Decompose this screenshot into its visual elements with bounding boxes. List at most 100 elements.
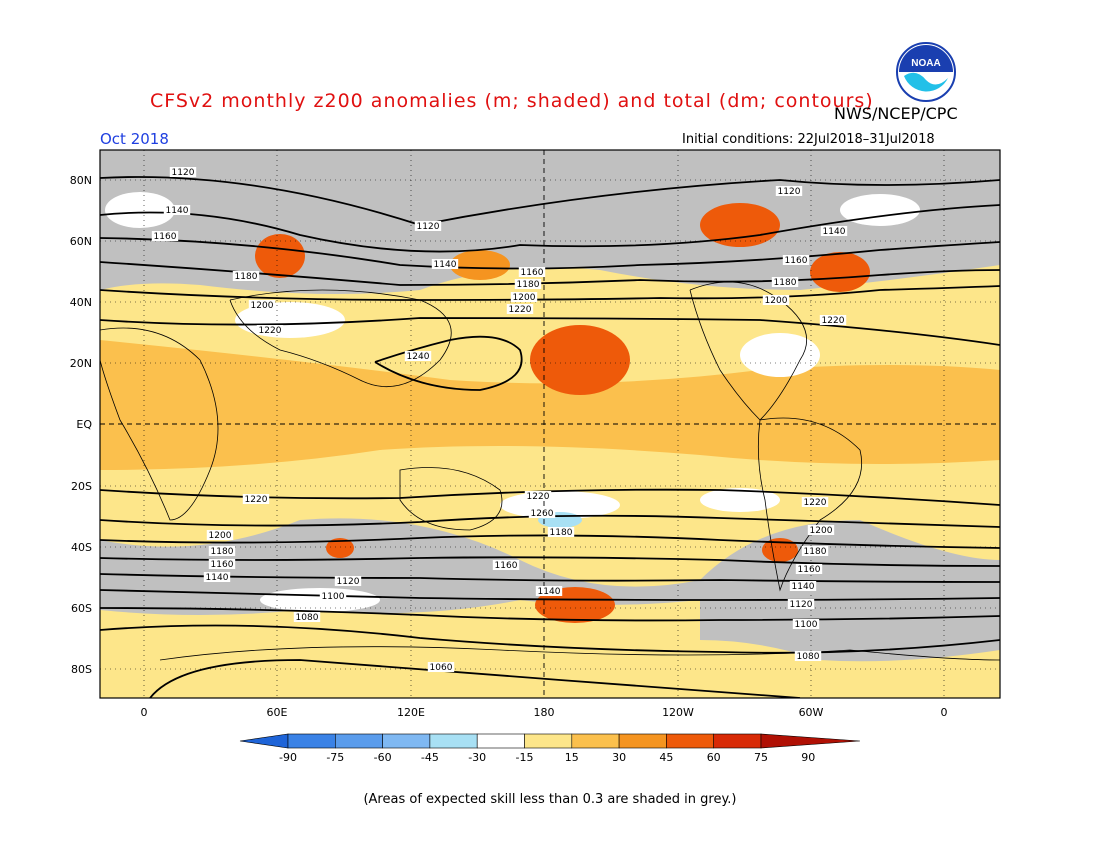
colorbar-swatch — [334, 733, 383, 749]
contour-label-bg — [518, 267, 546, 277]
contour-label: 1180 — [804, 547, 827, 557]
contour-label: 1200 — [765, 296, 788, 306]
contour-label-bg — [789, 581, 817, 591]
colorbar-arrow-left — [239, 733, 289, 749]
contour-label-bg — [151, 231, 179, 241]
lon-label: 120W — [662, 706, 694, 719]
contour-label-bg — [242, 494, 270, 504]
contour-label-bg — [203, 572, 231, 582]
contour-label: 1180 — [517, 280, 540, 290]
contour-label-bg — [404, 351, 432, 361]
lat-label: 80N — [70, 174, 92, 187]
contour-label: 1200 — [513, 293, 536, 303]
colorbar-tick: -30 — [468, 751, 486, 764]
agency-label: NWS/NCEP/CPC — [834, 104, 958, 123]
contour-label-bg — [524, 491, 552, 501]
contour-1120-nh — [100, 176, 1000, 226]
contour-label-bg — [528, 508, 556, 518]
contour-label-bg — [319, 591, 347, 601]
contour-label-bg — [514, 279, 542, 289]
contour-label-bg — [208, 559, 236, 569]
lon-label: 180 — [534, 706, 555, 719]
contour-label: 1140 — [823, 227, 846, 237]
contour-label-bg — [208, 546, 236, 556]
contour-label-bg — [414, 221, 442, 231]
colorbar-swatch — [287, 733, 336, 749]
colorbar-tick: 15 — [565, 751, 579, 764]
colorbar-swatch — [429, 733, 478, 749]
lat-label: EQ — [76, 418, 92, 431]
lat-label: 60N — [70, 235, 92, 248]
contour-label-bg — [801, 546, 829, 556]
lon-label: 0 — [141, 706, 148, 719]
contour-label: 1060 — [430, 663, 453, 673]
contour-label: 1200 — [209, 531, 232, 541]
contour-label-bg — [787, 599, 815, 609]
contour-1160-nh — [100, 237, 1000, 270]
contour-label: 1200 — [810, 526, 833, 536]
lon-label: 120E — [397, 706, 425, 719]
lon-label: 60E — [267, 706, 288, 719]
contour-label-bg — [510, 292, 538, 302]
colorbar-swatch — [476, 733, 525, 749]
contour-label: 1160 — [785, 256, 808, 266]
map-frame — [99, 149, 1001, 699]
contour-label: 1120 — [417, 222, 440, 232]
skill-footnote: (Areas of expected skill less than 0.3 a… — [363, 792, 737, 807]
contour-label: 1200 — [251, 301, 274, 311]
contour-1240 — [374, 335, 523, 391]
lon-label: 0 — [941, 706, 948, 719]
contour-label: 1080 — [797, 652, 820, 662]
contour-1200-nh — [100, 285, 1000, 301]
contour-label-bg — [547, 527, 575, 537]
contour-label: 1220 — [527, 492, 550, 502]
contour-label-bg — [820, 226, 848, 236]
colorbar-swatch — [524, 733, 573, 749]
contour-label: 1160 — [521, 268, 544, 278]
contour-1100-sh — [100, 607, 1000, 622]
contour-label-bg — [232, 271, 260, 281]
height-contours — [100, 176, 1000, 698]
contour-label-bg — [431, 259, 459, 269]
contour-label-bg — [771, 277, 799, 287]
lat-label: 20N — [70, 357, 92, 370]
colorbar-tick: 90 — [801, 751, 815, 764]
contour-label-bg — [795, 564, 823, 574]
contour-label: 1140 — [166, 206, 189, 216]
lat-label: 40N — [70, 296, 92, 309]
lat-label: 60S — [71, 602, 92, 615]
contour-label-bg — [256, 325, 284, 335]
contour-label: 1220 — [259, 326, 282, 336]
contour-1080-sh — [100, 624, 1000, 654]
contour-label: 1260 — [531, 509, 554, 519]
contour-label-bg — [427, 662, 455, 672]
colorbar-tick: 30 — [612, 751, 626, 764]
noaa-logo-text: NOAA — [911, 58, 940, 69]
contour-label: 1140 — [792, 582, 815, 592]
contour-label: 1100 — [322, 592, 345, 602]
contour-labels: 1120 1140 1160 1180 1200 1220 1120 1140 1160 1180… — [151, 167, 848, 673]
contour-label: 1220 — [822, 316, 845, 326]
contour-label-bg — [163, 205, 191, 215]
contour-label-bg — [819, 315, 847, 325]
contour-label-bg — [293, 612, 321, 622]
contour-1220-nh — [100, 317, 1000, 346]
colorbar-arrow-right — [760, 733, 861, 749]
contour-1180-nh — [100, 261, 1000, 286]
contour-1120-sh — [100, 589, 1000, 601]
colorbar: -90 -75 -60 -45 -30 -15 15 30 45 60 75 90 — [239, 733, 861, 764]
contour-label-bg — [775, 186, 803, 196]
contour-label: 1220 — [804, 498, 827, 508]
contour-label: 1120 — [790, 600, 813, 610]
colorbar-swatch — [713, 733, 762, 749]
contour-label: 1080 — [296, 613, 319, 623]
contour-1140-nh — [100, 204, 1000, 253]
contour-label: 1220 — [509, 305, 532, 315]
contour-label-bg — [801, 497, 829, 507]
contour-label-bg — [807, 525, 835, 535]
colorbar-tick: -60 — [374, 751, 392, 764]
contour-label-bg — [782, 255, 810, 265]
contour-label: 1140 — [538, 587, 561, 597]
colorbar-tick: -15 — [516, 751, 534, 764]
colorbar-tick: -90 — [279, 751, 297, 764]
